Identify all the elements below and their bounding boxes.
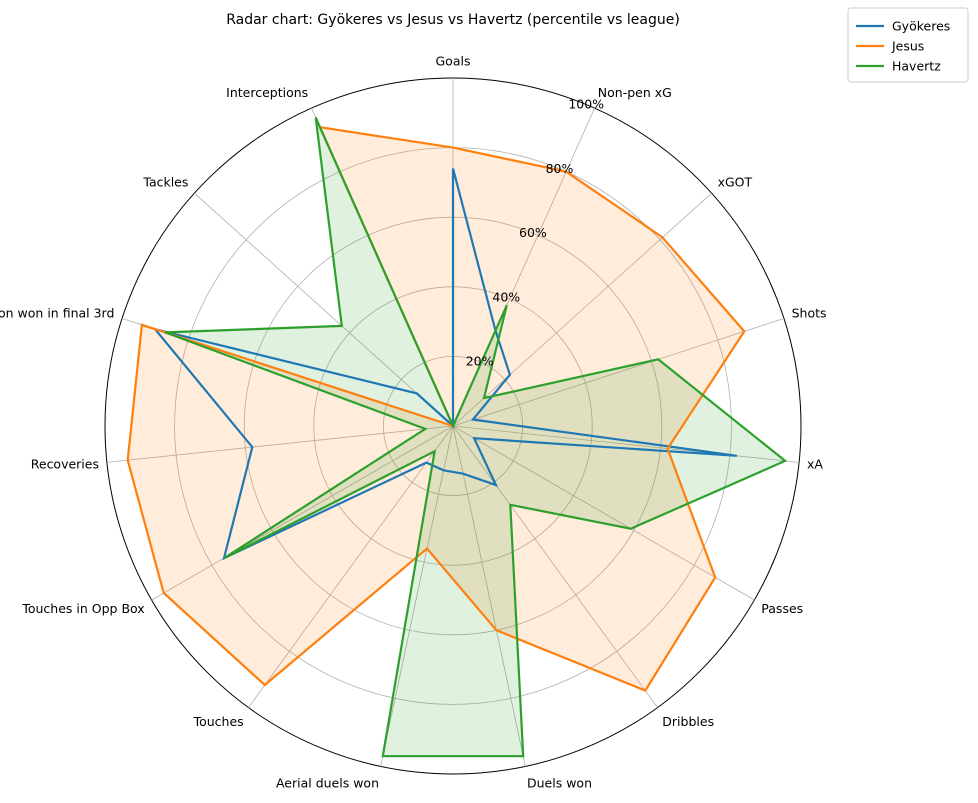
grid-spoke: [452, 425, 755, 601]
axis-label-9: Touches: [193, 714, 244, 729]
legend-label-havertz: Havertz: [892, 59, 941, 74]
r-tick-label-4: 100%: [568, 97, 604, 112]
axis-label-4: xA: [807, 457, 823, 472]
series-line-havertz: [164, 117, 788, 758]
legend-label-jesus: Jesus: [891, 39, 924, 54]
grid-spoke: [452, 318, 785, 427]
axis-label-14: Interceptions: [226, 85, 308, 100]
grid-spoke: [452, 425, 526, 767]
legend: Gyökeres Jesus Havertz: [847, 7, 969, 83]
axis-label-5: Passes: [761, 601, 803, 616]
axis-label-6: Dribbles: [662, 714, 714, 729]
series-line-jesus: [126, 125, 746, 692]
r-tick-label-2: 60%: [519, 225, 547, 240]
axis-label-1: Non-pen xG: [598, 85, 672, 100]
grid-spoke: [151, 425, 454, 601]
grid-spoke: [452, 425, 658, 708]
r-tick-label-0: 20%: [466, 354, 494, 369]
series-group: [126, 117, 788, 758]
axis-label-2: xGOT: [718, 174, 753, 189]
grid-spoke: [452, 425, 800, 463]
r-tick-label-3: 80%: [546, 161, 574, 176]
grid-spoke: [380, 425, 454, 767]
axis-label-13: Tackles: [142, 174, 188, 189]
axis-label-10: Touches in Opp Box: [21, 601, 144, 616]
axis-label-0: Goals: [436, 54, 471, 69]
grid-spoke: [194, 192, 454, 427]
axis-label-7: Duels won: [527, 776, 592, 791]
radial-tick-labels: 20% 40% 60% 80% 100%: [466, 97, 604, 369]
axis-label-8: Aerial duels won: [276, 776, 379, 791]
grid-spoke: [452, 192, 712, 427]
series-fill-havertz: [165, 117, 786, 757]
axis-label-12: Possession won in final 3rd: [0, 306, 114, 321]
polar-grid: [104, 77, 802, 775]
r-tick-label-1: 40%: [492, 289, 520, 304]
axis-labels: Goals Non-pen xG xGOT Shots xA Passes Dribbles…: [0, 54, 827, 791]
legend-label-gyokeres: Gyökeres: [892, 19, 950, 34]
axis-label-3: Shots: [792, 306, 827, 321]
axis-label-11: Recoveries: [31, 457, 99, 472]
grid-spoke: [106, 425, 454, 463]
chart-title: Radar chart: Gyökeres vs Jesus vs Havert…: [226, 12, 680, 28]
series-fill-jesus: [127, 127, 745, 691]
grid-spoke: [248, 425, 454, 708]
